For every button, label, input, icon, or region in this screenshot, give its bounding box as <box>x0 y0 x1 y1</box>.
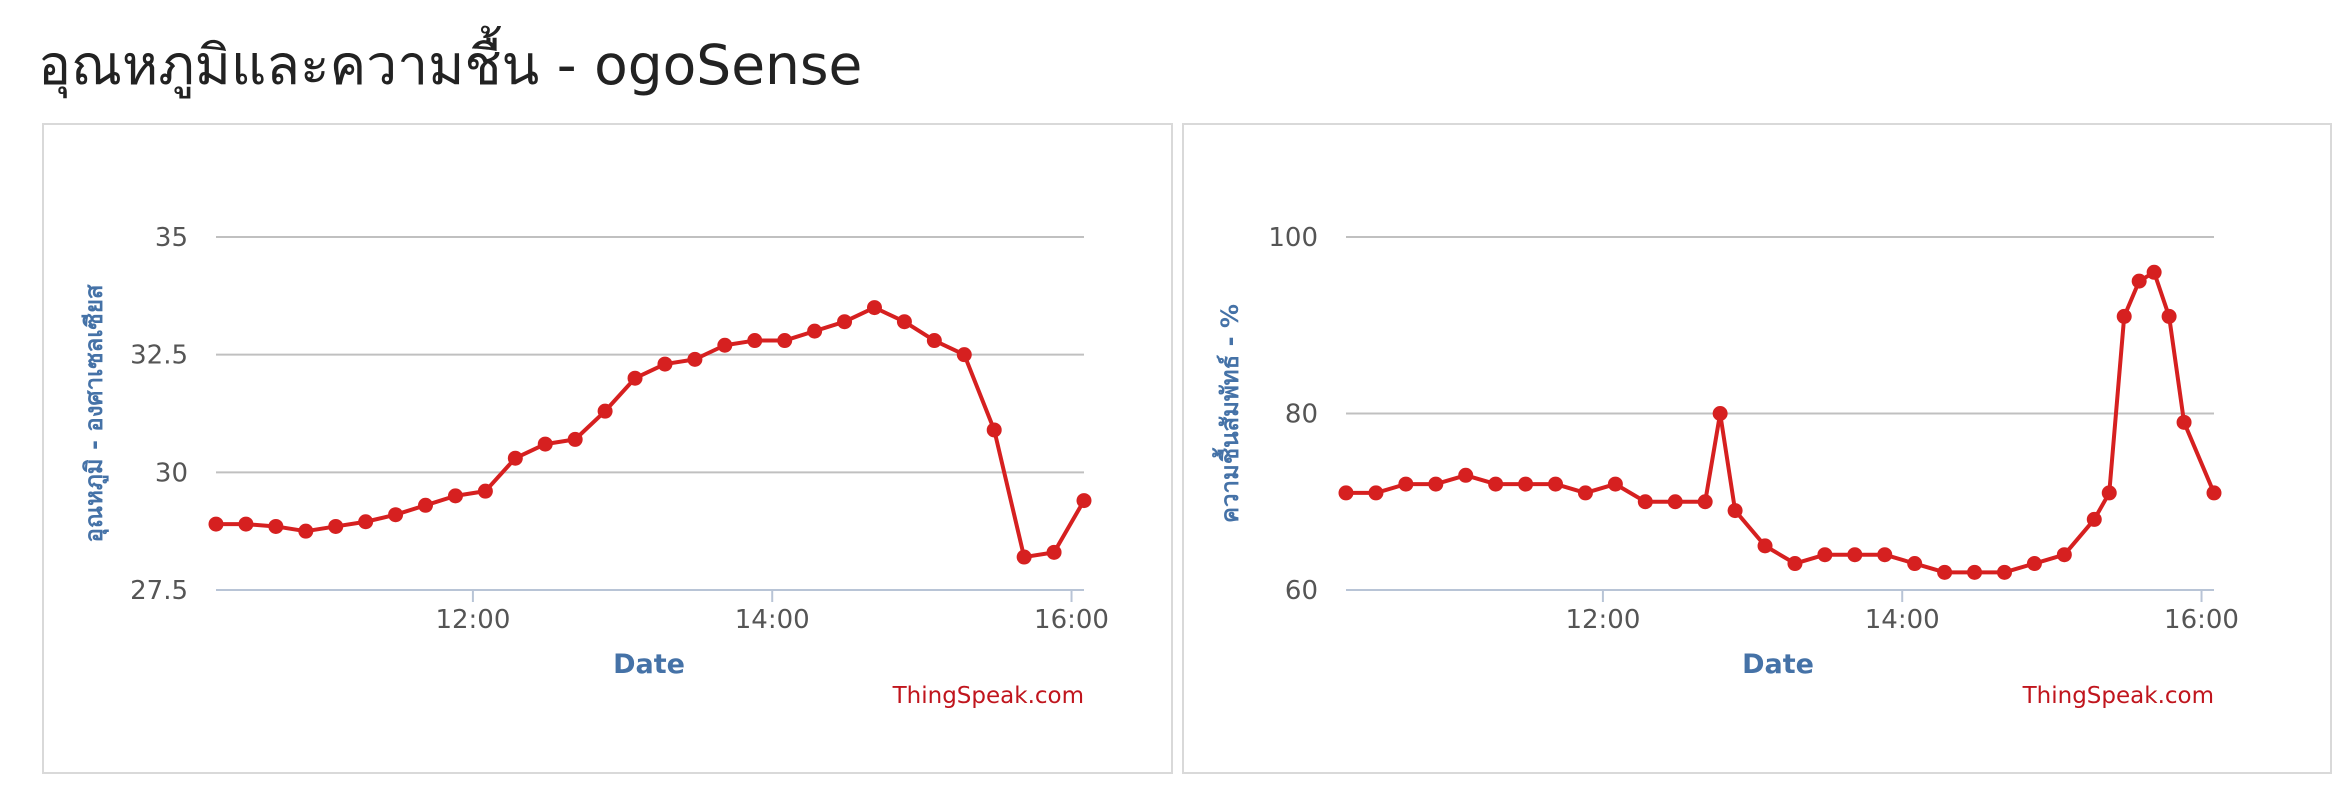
data-point <box>537 436 553 452</box>
y-tick-label: 100 <box>1268 223 1318 253</box>
thingspeak-credit: ThingSpeak.com <box>2022 683 2214 709</box>
x-tick-label: 14:00 <box>1865 605 1940 635</box>
data-point <box>2176 414 2192 430</box>
x-tick-label: 16:00 <box>1034 605 1109 635</box>
data-point <box>1046 544 1062 560</box>
data-point <box>388 507 404 523</box>
data-point <box>1967 564 1983 580</box>
data-point <box>1667 494 1683 510</box>
data-point <box>1937 564 1953 580</box>
data-point <box>1076 493 1092 509</box>
data-point <box>1368 485 1384 501</box>
data-point <box>1817 547 1833 563</box>
data-point <box>477 483 493 499</box>
x-axis-title: Date <box>1742 649 1814 680</box>
x-tick-label: 12:00 <box>435 605 510 635</box>
series-line <box>216 305 1086 560</box>
data-point <box>2101 485 2117 501</box>
y-tick-label: 32.5 <box>130 341 188 371</box>
data-point <box>328 518 344 534</box>
data-point <box>1996 564 2012 580</box>
data-point <box>507 450 523 466</box>
data-point <box>1757 538 1773 554</box>
data-point <box>1428 476 1444 492</box>
data-point <box>1637 494 1653 510</box>
data-point <box>866 300 882 316</box>
data-point <box>418 497 434 513</box>
data-point <box>1727 503 1743 519</box>
y-tick-label: 30 <box>155 458 188 488</box>
data-point <box>2116 308 2132 324</box>
data-point <box>2056 547 2072 563</box>
data-point <box>807 323 823 339</box>
data-point <box>2026 556 2042 572</box>
data-point <box>2206 485 2222 501</box>
data-point <box>896 314 912 330</box>
data-point <box>2131 273 2147 289</box>
data-point <box>447 488 463 504</box>
data-point <box>1548 476 1564 492</box>
thingspeak-credit: ThingSpeak.com <box>892 683 1084 709</box>
data-point <box>657 356 673 372</box>
data-point <box>567 431 583 447</box>
data-point <box>1338 485 1354 501</box>
data-point <box>268 518 284 534</box>
data-point <box>777 333 793 349</box>
data-point <box>358 514 374 530</box>
data-point <box>1787 556 1803 572</box>
x-tick-label: 16:00 <box>2164 605 2239 635</box>
x-tick-label: 12:00 <box>1565 605 1640 635</box>
page-title: อุณหภูมิและความชื้น - ogoSense <box>38 33 863 97</box>
data-point <box>208 516 224 532</box>
humidity-chart: 60 80 100 12:00 14:00 16:00 Date ความชื้นสัมพัท… <box>1211 223 2239 709</box>
series-line <box>1346 270 2216 575</box>
data-point <box>1458 467 1474 483</box>
data-point <box>597 403 613 419</box>
temperature-chart-panel: 27.5 30 32.5 35 12:00 14:00 16:00 Date อุณหภูมิ … <box>42 123 1173 774</box>
data-point <box>1016 549 1032 565</box>
y-tick-label: 27.5 <box>130 576 188 606</box>
data-point <box>2086 511 2102 527</box>
data-point <box>298 523 314 539</box>
data-point <box>1877 547 1893 563</box>
data-point <box>717 337 733 353</box>
humidity-chart-panel: 60 80 100 12:00 14:00 16:00 Date ความชื้นสัมพัท… <box>1182 123 2332 774</box>
data-point <box>1518 476 1534 492</box>
data-point <box>986 422 1002 438</box>
data-point <box>1847 547 1863 563</box>
data-point <box>1577 485 1593 501</box>
x-tick-label: 14:00 <box>735 605 810 635</box>
temperature-chart: 27.5 30 32.5 35 12:00 14:00 16:00 Date อุณหภูมิ … <box>80 223 1109 709</box>
data-point <box>1488 476 1504 492</box>
y-tick-label: 60 <box>1285 576 1318 606</box>
data-point <box>1697 494 1713 510</box>
data-point <box>1398 476 1414 492</box>
data-point <box>238 516 254 532</box>
data-point <box>1607 476 1623 492</box>
y-axis-title: ความชื้นสัมพัทธ์ - % <box>1211 304 1244 523</box>
data-point <box>1907 556 1923 572</box>
data-point <box>627 370 643 386</box>
data-point <box>2146 264 2162 280</box>
x-axis-title: Date <box>613 649 685 680</box>
data-point <box>2161 308 2177 324</box>
y-axis-title: อุณหภูมิ - องศาเซลเซียส <box>80 284 110 542</box>
data-point <box>687 351 703 367</box>
data-point <box>837 314 853 330</box>
y-tick-label: 35 <box>155 223 188 253</box>
y-tick-label: 80 <box>1285 400 1318 430</box>
data-point <box>747 333 763 349</box>
data-point <box>956 347 972 363</box>
data-point <box>1712 406 1728 421</box>
data-point <box>926 333 942 349</box>
